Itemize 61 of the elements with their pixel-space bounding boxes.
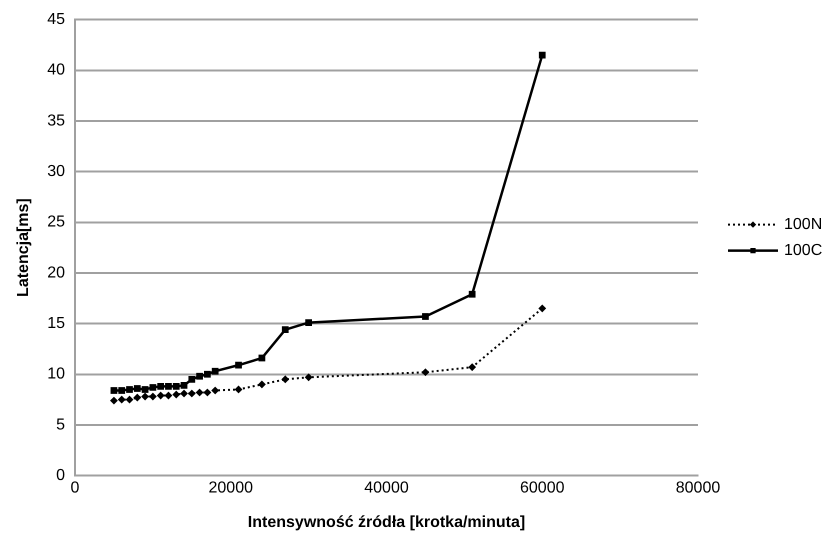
x-tick-label: 60000 [520, 480, 565, 497]
x-axis-title: Intensywność źródła [krotka/minuta] [248, 514, 526, 531]
y-tick-label: 5 [56, 416, 66, 434]
point [188, 390, 196, 398]
point [172, 391, 180, 398]
point [134, 394, 141, 402]
point [468, 290, 476, 298]
point [282, 376, 289, 383]
y-tick-label: 35 [47, 112, 66, 130]
point [235, 386, 242, 393]
y-tick-label: 40 [47, 62, 66, 79]
y-tick-label: 10 [47, 366, 66, 383]
point [235, 362, 242, 369]
point [422, 368, 429, 376]
y-tick-label: 45 [47, 11, 66, 28]
point [157, 392, 164, 400]
point [126, 386, 133, 393]
point [422, 313, 429, 320]
point [258, 380, 266, 388]
point [282, 326, 289, 334]
point [180, 382, 188, 389]
point [157, 383, 164, 390]
point [110, 387, 118, 394]
x-tick-label: 20000 [208, 480, 254, 497]
point [110, 397, 118, 404]
point [204, 389, 211, 396]
point [196, 389, 204, 396]
point [204, 370, 211, 378]
y-tick-label: 20 [47, 264, 66, 282]
point [538, 52, 546, 58]
point [538, 304, 546, 312]
point [118, 387, 126, 394]
y-tick-label: 25 [47, 214, 66, 231]
point [180, 390, 188, 398]
point [142, 393, 149, 400]
point [126, 396, 134, 404]
y-axis-title: Latencja[ms] [15, 198, 32, 297]
point [172, 383, 180, 390]
point [305, 319, 312, 326]
point [196, 372, 203, 380]
point [142, 386, 148, 393]
y-tick-label: 30 [47, 163, 66, 180]
x-tick-label: 0 [70, 480, 80, 497]
y-tick-label: 0 [56, 467, 66, 484]
point [468, 364, 476, 371]
y-tick-label: 15 [47, 315, 66, 332]
point [212, 386, 219, 394]
point [149, 393, 156, 400]
point [134, 385, 141, 392]
x-tick-label: 40000 [364, 480, 409, 497]
point [212, 368, 219, 375]
legend-label: 100N [784, 216, 822, 234]
x-tick-label: 80000 [676, 480, 720, 497]
point [118, 396, 126, 404]
legend-label: 100C [784, 242, 822, 260]
point [164, 392, 172, 400]
point [188, 376, 196, 383]
point [305, 374, 312, 381]
point [150, 384, 156, 391]
point [165, 383, 172, 390]
point [258, 354, 266, 362]
